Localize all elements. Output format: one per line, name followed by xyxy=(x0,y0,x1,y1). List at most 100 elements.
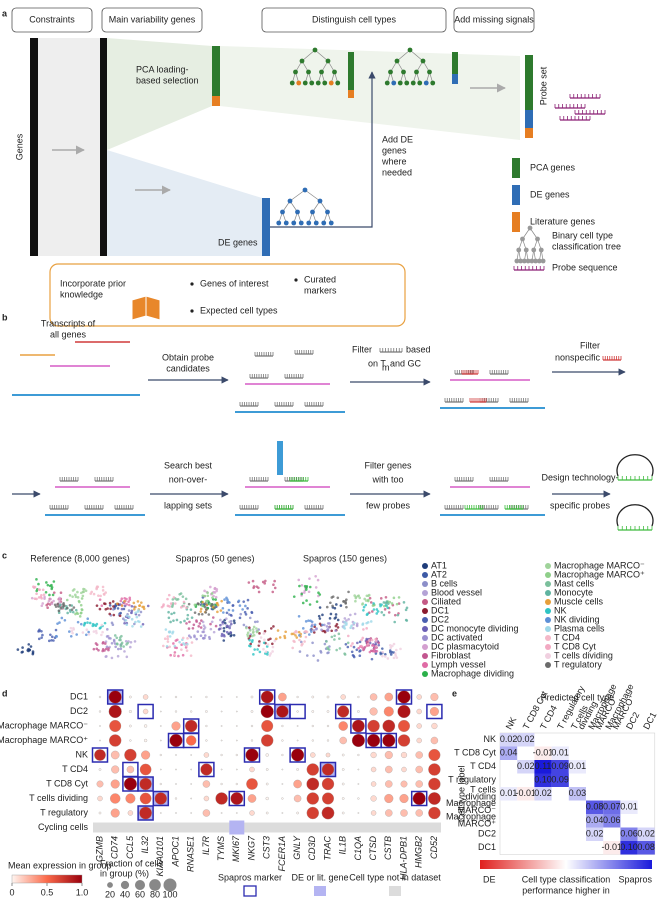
legend-dot xyxy=(422,617,428,623)
dot xyxy=(220,710,223,713)
umap-point xyxy=(178,640,181,644)
umap-point xyxy=(108,604,112,607)
umap-point xyxy=(199,607,203,611)
dot xyxy=(236,768,238,771)
umap-point xyxy=(127,603,131,607)
umap-point xyxy=(86,621,89,624)
umap-point xyxy=(95,631,98,635)
dot xyxy=(98,768,102,771)
dot xyxy=(94,749,106,761)
umap-point xyxy=(74,593,77,597)
umap-point xyxy=(221,606,225,610)
cell xyxy=(517,787,535,801)
spapros-marker xyxy=(289,747,306,763)
umap-point xyxy=(292,595,296,598)
umap-point xyxy=(111,623,115,627)
prior-title: Incorporate prior xyxy=(60,278,126,288)
cell-label: 0.04 xyxy=(586,815,604,825)
umap-point xyxy=(250,610,253,614)
dot xyxy=(265,782,269,786)
umap-point xyxy=(335,648,338,652)
umap-point xyxy=(252,625,256,629)
umap-point xyxy=(368,641,372,645)
umap-point xyxy=(318,617,322,620)
tree-node xyxy=(322,80,328,86)
umap-point xyxy=(392,642,396,646)
umap-point xyxy=(228,624,232,628)
cell xyxy=(620,827,638,841)
umap-point xyxy=(319,649,322,653)
umap-point xyxy=(93,623,96,627)
tree-node xyxy=(310,209,315,215)
umap-point xyxy=(298,584,301,588)
umap-point xyxy=(258,642,261,646)
umap-point xyxy=(325,640,328,643)
umap-point xyxy=(361,623,364,626)
tree-node xyxy=(319,69,324,75)
umap-point xyxy=(99,594,102,598)
umap-point xyxy=(142,605,146,609)
umap-point xyxy=(331,595,335,598)
book-icon xyxy=(131,295,161,321)
umap-point xyxy=(352,645,356,649)
umap-point xyxy=(113,642,117,645)
umap-point xyxy=(362,647,366,651)
umap-point xyxy=(225,617,228,621)
umap-point xyxy=(265,645,269,648)
umap-point xyxy=(258,632,261,635)
umap-point xyxy=(325,629,329,632)
umap-point xyxy=(108,601,112,605)
umap-point xyxy=(370,657,374,661)
umap-point xyxy=(174,639,178,642)
dot xyxy=(351,734,365,747)
umap-point xyxy=(81,631,85,634)
umap-point xyxy=(95,647,99,651)
spapros-marker xyxy=(152,790,170,807)
dot xyxy=(401,766,407,773)
umap-point xyxy=(371,644,374,647)
cell xyxy=(586,827,604,841)
legend-label: DC1 xyxy=(431,605,449,615)
umap-point xyxy=(127,609,131,612)
umap-point xyxy=(206,594,210,598)
umap-point xyxy=(57,609,61,613)
umap-point xyxy=(129,640,133,644)
umap-point xyxy=(171,598,175,601)
umap-point xyxy=(226,625,230,629)
umap-point xyxy=(336,596,340,600)
umap-point xyxy=(354,595,358,599)
umap-point xyxy=(133,622,136,626)
dot xyxy=(265,811,269,815)
dot xyxy=(311,739,314,742)
dot xyxy=(220,739,223,742)
dot xyxy=(428,763,441,776)
spapros-marker xyxy=(426,703,443,720)
step-label: Obtain probe xyxy=(162,352,214,362)
tree-node xyxy=(295,209,300,215)
step-label: specific probes xyxy=(550,500,611,510)
umap-point xyxy=(188,620,191,624)
legend-dot xyxy=(545,572,551,578)
umap-point xyxy=(185,606,188,610)
umap-point xyxy=(264,579,267,583)
legend-dot xyxy=(545,581,551,587)
umap-point xyxy=(98,598,102,601)
umap-point xyxy=(381,654,384,658)
dot xyxy=(245,748,259,762)
step-label: non-over- xyxy=(169,474,208,484)
umap-point xyxy=(112,608,115,611)
umap-point xyxy=(246,633,249,637)
umap-point xyxy=(388,643,392,647)
umap-point xyxy=(389,653,393,656)
legend-dot xyxy=(422,644,428,650)
umap-point xyxy=(304,588,308,591)
umap-point xyxy=(363,597,366,601)
tree-node xyxy=(287,198,293,204)
legend-dot xyxy=(422,599,428,605)
umap-point xyxy=(123,621,126,625)
umap-point xyxy=(308,603,312,606)
umap-point xyxy=(219,618,222,622)
dot xyxy=(338,721,348,731)
dot xyxy=(384,793,394,804)
umap-point xyxy=(394,654,397,657)
